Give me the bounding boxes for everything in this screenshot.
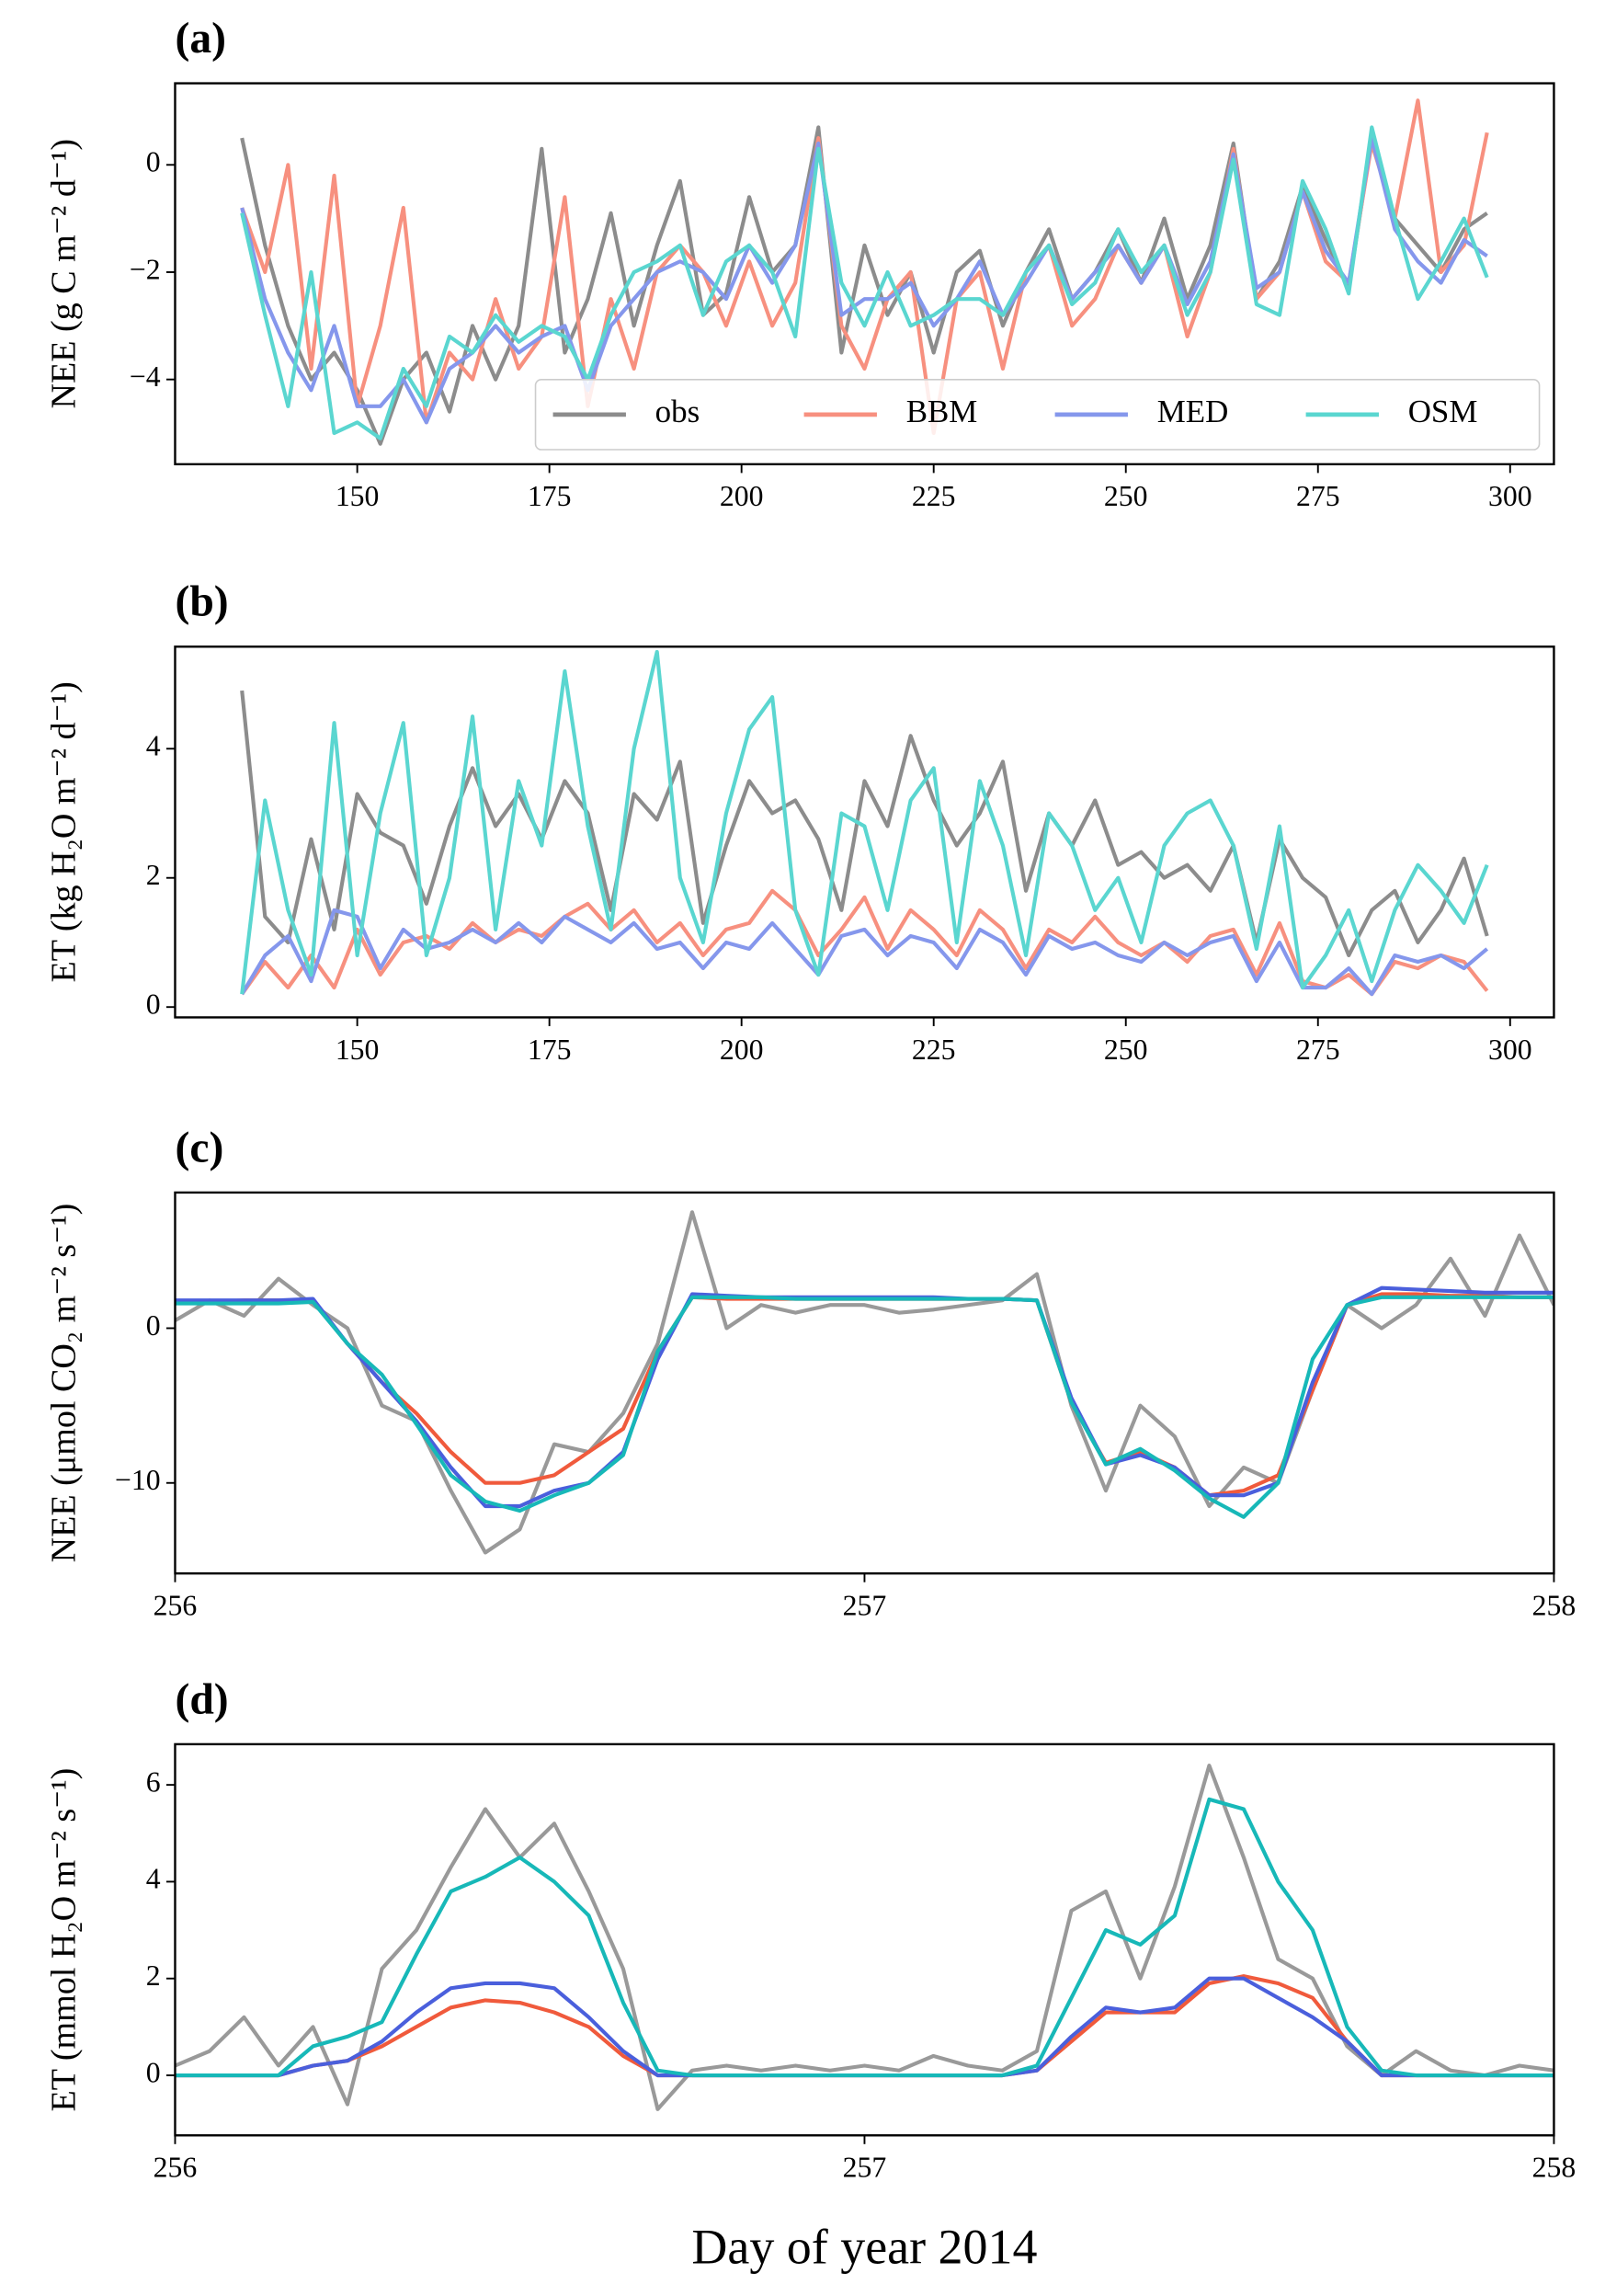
x-tick-label: 225 (912, 1034, 956, 1066)
line-series (175, 1797, 1554, 2078)
line-series (240, 690, 1489, 958)
y-tick-label: −4 (130, 360, 161, 393)
y-tick-label: 4 (146, 730, 161, 762)
x-tick-label: 275 (1296, 480, 1340, 512)
panel: 256 257 258 0 2 4 6 (d) ET (mmol H₂O m⁻² s⁻¹) Day… (45, 1675, 1577, 2274)
y-axis-label: ET (kg H₂O m⁻² d⁻¹) (45, 681, 84, 982)
x-tick-label: 258 (1532, 1590, 1577, 1622)
x-tick-label: 200 (720, 480, 764, 512)
legend-label: BBM (906, 394, 978, 429)
y-tick-label: 0 (146, 146, 161, 178)
y-axis-label: NEE (g C m⁻² d⁻¹) (45, 139, 84, 409)
y-tick-label: 2 (146, 1959, 161, 1992)
plot-frame (174, 645, 1555, 1019)
x-tick-label: 257 (843, 1590, 887, 1622)
line-series (175, 1295, 1554, 1519)
y-tick-label: 6 (146, 1765, 161, 1798)
x-tick-label: 300 (1488, 480, 1532, 512)
x-tick-label: 200 (720, 1034, 764, 1066)
line-series (240, 136, 1488, 425)
y-axis-label: ET (mmol H₂O m⁻² s⁻¹) (45, 1768, 84, 2112)
line-series (240, 649, 1489, 995)
legend-frame (534, 379, 1541, 451)
panel: 150 175 200 225 250 275 300 0 2 4 (b) ET (kg H₂O m⁻… (45, 578, 1555, 1066)
x-tick-label: 300 (1488, 1034, 1532, 1066)
y-tick-label: 0 (146, 2056, 161, 2088)
x-tick-label: 258 (1532, 2152, 1577, 2184)
plot-frame (174, 82, 1555, 466)
y-tick-label: 0 (146, 1309, 161, 1342)
panel-title: (c) (175, 1124, 223, 1171)
x-tick-label: 256 (154, 2152, 198, 2184)
panel-title: (a) (175, 15, 226, 63)
panel-title: (d) (175, 1675, 228, 1723)
line-series (240, 888, 1489, 997)
x-tick-label: 150 (336, 480, 380, 512)
x-tick-label: 150 (336, 1034, 380, 1066)
x-tick-label: 250 (1104, 1034, 1148, 1066)
x-tick-label: 257 (843, 2152, 887, 2184)
y-tick-label: 2 (146, 859, 161, 891)
line-series (240, 125, 1489, 440)
panel: 256 257 258 −10 0 (c) NEE (μmol CO₂ m⁻² s⁻¹) (45, 1124, 1577, 1621)
x-tick-label: 250 (1104, 480, 1148, 512)
x-tick-label: 275 (1296, 1034, 1340, 1066)
y-tick-label: 0 (146, 988, 161, 1020)
legend-label: MED (1157, 394, 1229, 429)
panel-title: (b) (175, 578, 228, 626)
x-tick-label: 256 (154, 1590, 198, 1622)
y-tick-label: −10 (115, 1464, 161, 1496)
y-axis-label: NEE (μmol CO₂ m⁻² s⁻¹) (45, 1204, 84, 1563)
legend-label: obs (655, 394, 700, 429)
y-tick-label: −2 (130, 253, 161, 285)
line-series (175, 1285, 1554, 1509)
line-series (240, 125, 1488, 446)
line-series (240, 908, 1489, 997)
legend-label: OSM (1408, 394, 1478, 429)
y-tick-label: 4 (146, 1863, 161, 1895)
x-tick-label: 175 (528, 480, 572, 512)
x-tick-label: 175 (528, 1034, 572, 1066)
x-axis-label: Day of year 2014 (691, 2220, 1037, 2275)
line-series (175, 1763, 1554, 2111)
legend: obs BBM MED OSM (534, 379, 1541, 451)
line-series (175, 1292, 1554, 1498)
panel: 150 175 200 225 250 275 300 −4 −2 0 (a) NEE (g C m⁻… (45, 15, 1555, 512)
x-tick-label: 225 (912, 480, 956, 512)
